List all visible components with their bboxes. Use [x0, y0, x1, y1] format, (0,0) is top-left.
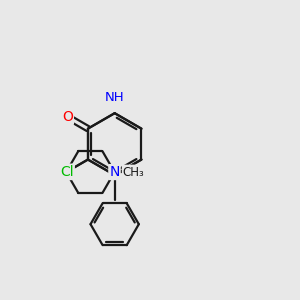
Text: N: N: [109, 165, 120, 179]
Text: NH: NH: [105, 92, 124, 104]
Text: N: N: [61, 165, 71, 179]
Text: Cl: Cl: [60, 165, 74, 178]
Text: CH₃: CH₃: [123, 166, 145, 178]
Text: O: O: [62, 110, 73, 124]
